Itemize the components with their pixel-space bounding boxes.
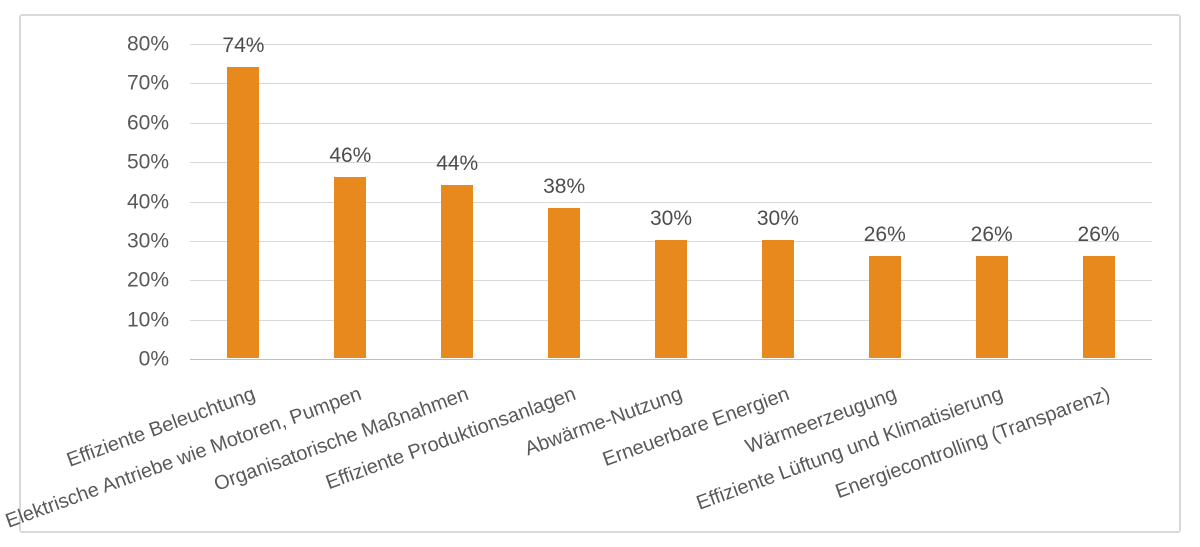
data-label-8: 26% (970, 222, 1013, 246)
y-tick-label: 10% (126, 308, 169, 332)
data-label-5: 30% (649, 206, 693, 230)
gridline (190, 44, 1152, 45)
data-label-9: 26% (1077, 222, 1120, 246)
y-tick-label: 20% (126, 268, 169, 292)
data-label-4: 38% (543, 175, 586, 199)
data-label-7: 26% (863, 222, 906, 246)
y-tick-label: 30% (126, 229, 169, 253)
data-label-2: 46% (329, 143, 372, 167)
bar-8 (975, 255, 1008, 358)
bar-5 (655, 239, 687, 358)
plot-area: 74% 46% 44% 38% 30% 30% 26% 26% 26% (190, 34, 1152, 360)
data-label-1: 74% (222, 33, 265, 57)
gridline (190, 83, 1152, 85)
y-tick-label: 80% (126, 32, 169, 56)
bar-7 (868, 255, 901, 358)
y-tick-label: 0% (138, 347, 169, 371)
gridline (190, 201, 1152, 203)
x-axis-line (190, 359, 1152, 360)
gridline (190, 122, 1152, 124)
y-tick-label: 70% (126, 71, 169, 95)
data-label-3: 44% (436, 151, 479, 175)
bar-4 (548, 208, 581, 358)
chart-frame: 74% 46% 44% 38% 30% 30% 26% 26% 26% 80% 70% 60% 50%… (3, 14, 1181, 533)
bar-2 (334, 176, 367, 358)
x-tick-label-6: Erneuerbare Energien (599, 383, 793, 471)
y-tick-label: 40% (126, 190, 169, 213)
y-tick-label: 50% (126, 150, 169, 174)
bar-6 (761, 239, 794, 358)
data-label-6: 30% (756, 206, 799, 230)
bar-3 (441, 184, 474, 358)
bar-1 (227, 66, 260, 358)
y-tick-label: 60% (126, 111, 169, 135)
gridline (190, 162, 1152, 164)
bar-9 (1082, 255, 1115, 358)
